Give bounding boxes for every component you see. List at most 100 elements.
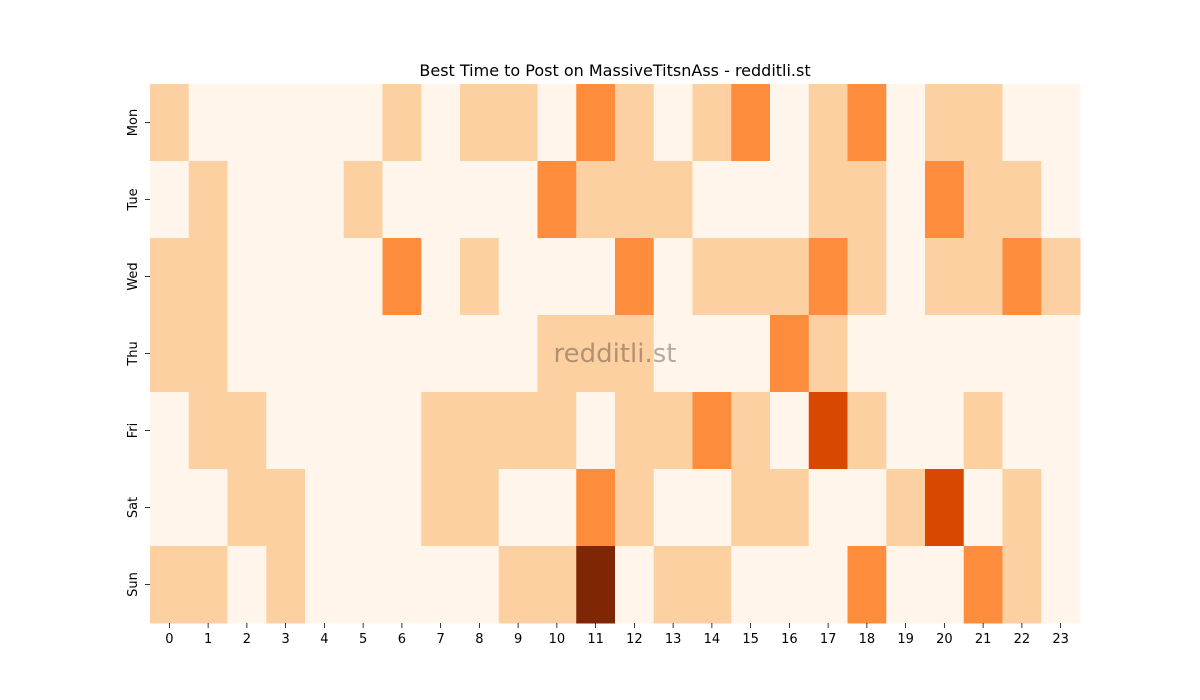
heatmap-cell [692, 469, 732, 547]
heatmap-cell [925, 392, 965, 470]
heatmap-cell [150, 238, 190, 316]
heatmap-cell [808, 469, 848, 547]
heatmap-cell [847, 392, 887, 470]
heatmap-cell [731, 161, 771, 239]
heatmap-cell [188, 469, 228, 547]
heatmap-cell [886, 315, 926, 393]
heatmap-cell [150, 392, 190, 470]
heatmap-cell [343, 84, 383, 162]
heatmap-cell [576, 546, 616, 624]
heatmap-cell [692, 546, 732, 624]
x-tick-label: 0 [165, 632, 173, 647]
heatmap-cell [460, 392, 500, 470]
heatmap-cell [1041, 392, 1081, 470]
x-tick-label: 21 [975, 632, 992, 647]
heatmap-cell [847, 84, 887, 162]
x-tick-label: 1 [204, 632, 212, 647]
heatmap-cell [1041, 315, 1081, 393]
heatmap-cell [653, 238, 693, 316]
heatmap-cell [847, 315, 887, 393]
heatmap-cell [227, 84, 267, 162]
heatmap-cell [1002, 469, 1042, 547]
x-tick-label: 2 [243, 632, 251, 647]
x-tick-label: 14 [704, 632, 721, 647]
heatmap-cell [266, 161, 306, 239]
heatmap-cell [343, 469, 383, 547]
heatmap-cell [963, 469, 1003, 547]
heatmap-cell [150, 161, 190, 239]
heatmap-cell [460, 161, 500, 239]
heatmap-cell [1041, 469, 1081, 547]
heatmap-cell [963, 546, 1003, 624]
y-tick-label: Thu [126, 341, 141, 366]
heatmap-cell [1041, 238, 1081, 316]
heatmap-cell [421, 546, 461, 624]
heatmap-cell [421, 84, 461, 162]
heatmap-cell [305, 315, 345, 393]
heatmap-cell [770, 161, 810, 239]
heatmap-cell [808, 161, 848, 239]
heatmap-cell [382, 161, 422, 239]
heatmap-cell [1002, 546, 1042, 624]
heatmap-cell [1041, 161, 1081, 239]
heatmap-cell [770, 546, 810, 624]
heatmap-cell [498, 392, 538, 470]
heatmap-cell [266, 546, 306, 624]
heatmap-cell [266, 238, 306, 316]
heatmap-cell [227, 392, 267, 470]
heatmap-cell [963, 315, 1003, 393]
heatmap-cell [150, 546, 190, 624]
x-tick-label: 8 [475, 632, 483, 647]
heatmap-cell [382, 238, 422, 316]
heatmap-cell [498, 546, 538, 624]
heatmap-cell [653, 84, 693, 162]
heatmap-cell [498, 469, 538, 547]
heatmap-cell [227, 469, 267, 547]
heatmap-cell [770, 84, 810, 162]
heatmap-cell [188, 161, 228, 239]
heatmap-cell [227, 315, 267, 393]
heatmap-cell [576, 161, 616, 239]
watermark: redditli.st [554, 339, 677, 369]
heatmap-cell [731, 546, 771, 624]
y-tick-label: Tue [126, 188, 141, 211]
heatmap-cell [615, 84, 655, 162]
x-tick-label: 13 [665, 632, 682, 647]
heatmap-cell [886, 161, 926, 239]
heatmap-cell [808, 546, 848, 624]
heatmap-cell [886, 469, 926, 547]
heatmap-cell [460, 315, 500, 393]
heatmap-cell [692, 315, 732, 393]
heatmap-cell [615, 315, 655, 393]
heatmap-cell [266, 84, 306, 162]
heatmap-cell [925, 84, 965, 162]
heatmap-cell [576, 392, 616, 470]
heatmap-cell [266, 392, 306, 470]
heatmap-cell [847, 161, 887, 239]
heatmap-cell [537, 161, 577, 239]
heatmap-cell [653, 392, 693, 470]
heatmap-cell [615, 161, 655, 239]
heatmap-cell [692, 84, 732, 162]
heatmap-cell [615, 238, 655, 316]
heatmap-cell [150, 84, 190, 162]
y-axis: Mon Tue Wed Thu Fri Sat Sun [126, 109, 150, 597]
heatmap-cell [305, 469, 345, 547]
heatmap-cell [808, 84, 848, 162]
heatmap-cell [615, 546, 655, 624]
x-tick-label: 20 [936, 632, 953, 647]
heatmap-cell [1002, 315, 1042, 393]
heatmap-cell [1041, 546, 1081, 624]
heatmap-cell [731, 315, 771, 393]
heatmap-cell [847, 469, 887, 547]
heatmap-cell [305, 546, 345, 624]
x-tick-label: 11 [587, 632, 604, 647]
heatmap-cell [576, 469, 616, 547]
x-tick-label: 22 [1014, 632, 1031, 647]
x-tick-label: 17 [820, 632, 837, 647]
y-tick-label: Fri [126, 423, 141, 439]
heatmap-cell [382, 315, 422, 393]
heatmap-cell [847, 238, 887, 316]
heatmap-cell [498, 84, 538, 162]
x-tick-label: 5 [359, 632, 367, 647]
